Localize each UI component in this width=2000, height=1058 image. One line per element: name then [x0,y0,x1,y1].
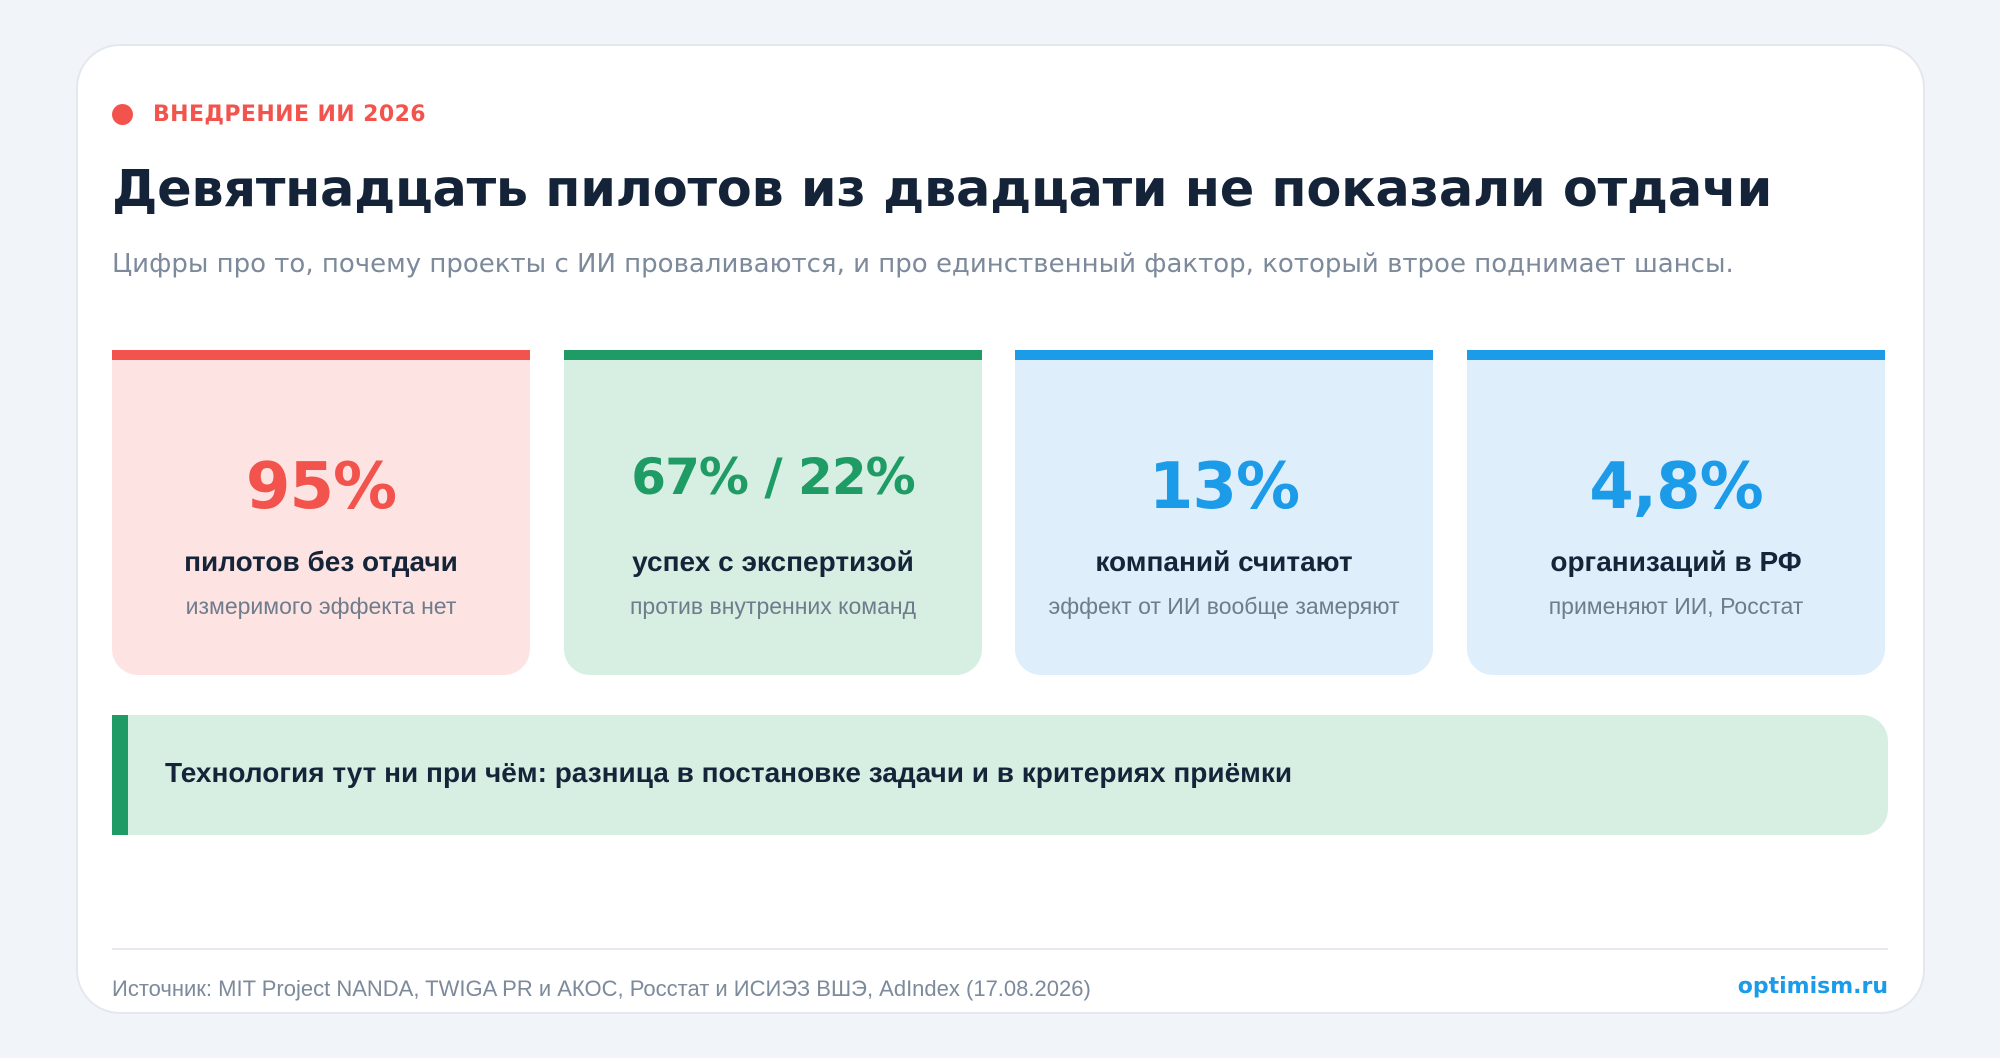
kicker-dot-icon [112,104,133,125]
stat-value: 13% [1148,450,1300,524]
stat-value: 4,8% [1589,450,1764,524]
stat-accent-bar [1467,350,1885,360]
stat-sublabel: применяют ИИ, Росстат [1548,593,1804,619]
stat-accent-bar [564,350,982,360]
stat-card-expertise: 67% / 22% успех с экспертизой против вну… [564,350,982,675]
kicker: ВНЕДРЕНИЕ ИИ 2026 [112,102,426,127]
stat-value: 67% / 22% [631,448,915,506]
key-insight-callout: Технология тут ни при чём: разница в пос… [112,715,1888,835]
kicker-text: ВНЕДРЕНИЕ ИИ 2026 [153,102,426,127]
stat-accent-bar [112,350,530,360]
callout-text: Технология тут ни при чём: разница в пос… [165,757,1293,788]
brand-link[interactable]: optimism.ru [1737,974,1888,999]
stat-label: организаций в РФ [1550,546,1802,577]
stat-sublabel: измеримого эффекта нет [185,593,457,619]
stat-value: 95% [245,450,397,524]
stat-card-pilots: 95% пилотов без отдачи измеримого эффект… [112,350,530,675]
stat-card-russia: 4,8% организаций в РФ применяют ИИ, Росс… [1467,350,1885,675]
stat-cards: 95% пилотов без отдачи измеримого эффект… [112,350,1886,675]
stat-label: успех с экспертизой [632,546,914,577]
source-note: Источник: MIT Project NANDA, TWIGA PR и … [112,976,1091,1001]
stat-label: компаний считают [1095,546,1353,577]
stat-card-measuring: 13% компаний считают эффект от ИИ вообще… [1015,350,1433,675]
stat-sublabel: против внутренних команд [629,593,917,619]
stat-accent-bar [1015,350,1433,360]
footer-divider [112,948,1888,950]
stat-label: пилотов без отдачи [184,546,458,577]
page-subtitle: Цифры про то, почему проекты с ИИ провал… [112,249,1734,279]
stat-sublabel: эффект от ИИ вообще замеряют [1048,593,1400,619]
page-title: Девятнадцать пилотов из двадцати не пока… [112,160,1773,219]
